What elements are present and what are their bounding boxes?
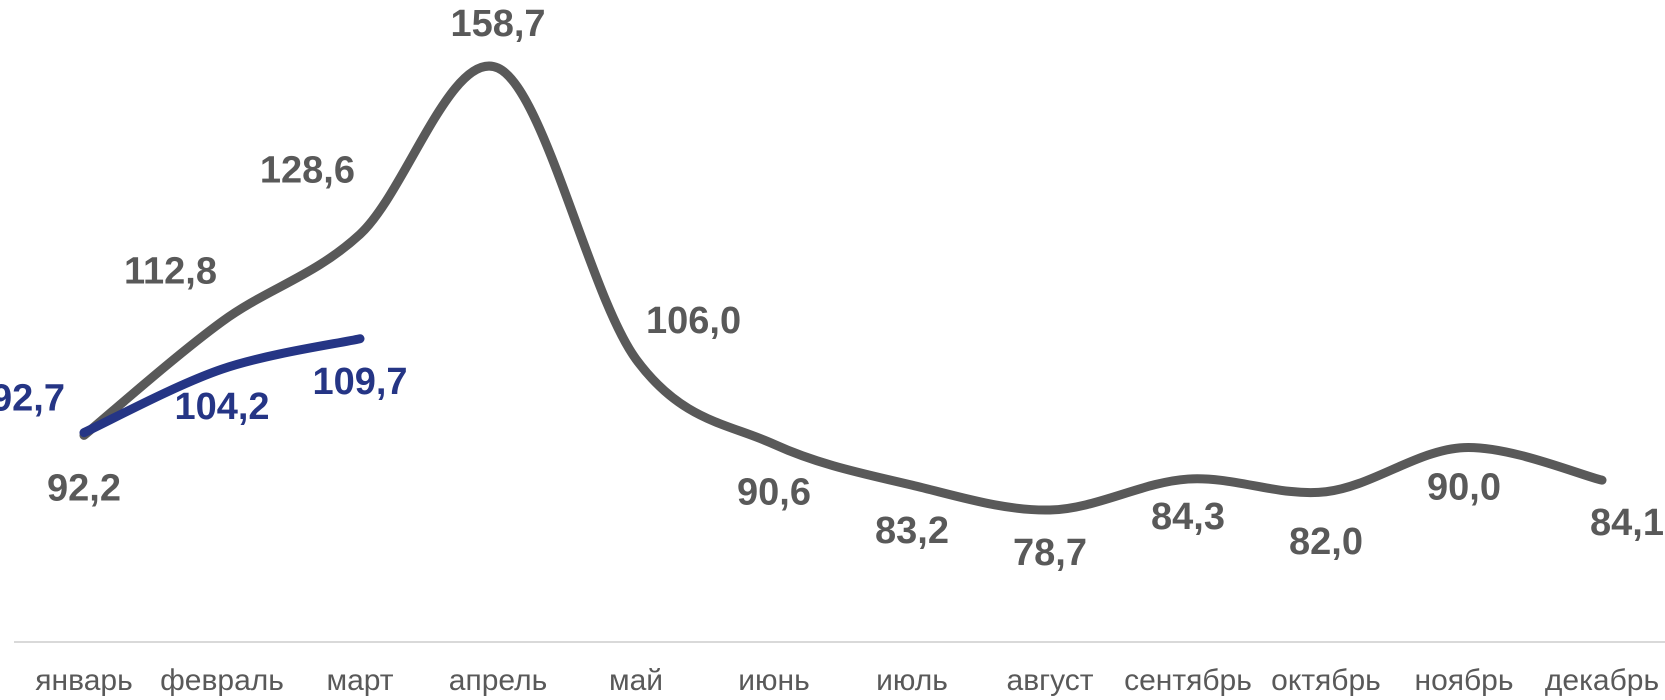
x-tick-label: ноябрь [1415, 664, 1514, 697]
x-tick-label: январь [35, 664, 132, 697]
data-label: 112,8 [124, 251, 217, 293]
data-label: 83,2 [875, 510, 949, 552]
data-label: 92,2 [47, 467, 121, 509]
x-tick-label: декабрь [1545, 664, 1659, 697]
data-label: 78,7 [1013, 532, 1087, 574]
data-label: 106,0 [646, 300, 741, 342]
x-tick-label: июнь [738, 664, 809, 697]
line [79, 334, 365, 438]
line [79, 61, 1607, 515]
data-label: 128,6 [260, 149, 355, 191]
data-label: 84,3 [1151, 496, 1225, 538]
x-tick-label: сентябрь [1124, 664, 1252, 697]
x-tick-label: март [326, 664, 393, 697]
data-label: 158,7 [450, 3, 545, 45]
x-tick-label: июль [876, 664, 948, 697]
data-label: 82,0 [1289, 521, 1363, 563]
x-tick-label: октябрь [1271, 664, 1381, 697]
data-label: 84,1 [1590, 502, 1664, 544]
data-label: 104,2 [174, 386, 269, 428]
data-label: 92,7 [0, 378, 65, 420]
data-label: 90,0 [1427, 467, 1501, 509]
x-tick-label: май [609, 664, 663, 697]
x-tick-label: апрель [449, 664, 547, 697]
x-tick-label: февраль [160, 664, 284, 697]
data-label: 109,7 [312, 361, 407, 403]
data-label: 90,6 [737, 471, 811, 513]
x-tick-label: август [1007, 664, 1094, 697]
